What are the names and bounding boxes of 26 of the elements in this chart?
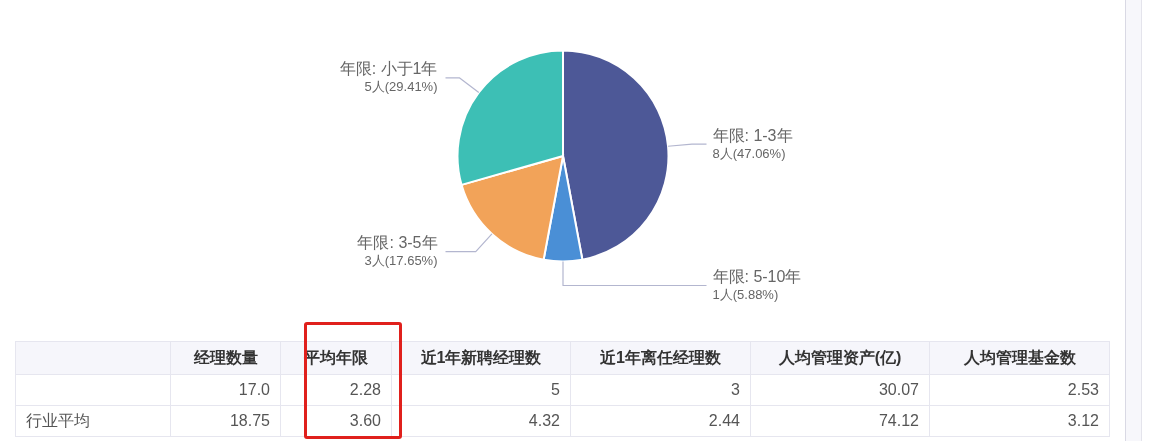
- text: 2.53: [1067, 381, 1099, 398]
- category-label: 行业平均: [26, 411, 90, 429]
- slice-label: 年限: 1-3年: [712, 126, 793, 144]
- text: 17.0: [238, 381, 270, 398]
- category-label: 近1年离任经理数: [570, 341, 751, 375]
- text: 5: [551, 381, 560, 398]
- category-label: 经理数量: [170, 341, 281, 375]
- slice-label: 年限: 3-5年: [357, 234, 438, 252]
- text: 74.12: [878, 412, 919, 429]
- text: 3.12: [1067, 412, 1099, 429]
- text: 3.60: [349, 412, 381, 429]
- text: 3: [731, 381, 740, 398]
- data-label: 8人(47.06%): [712, 145, 786, 161]
- text: 4.32: [528, 412, 560, 429]
- slice-label: 年限: 小于1年: [339, 60, 438, 78]
- slice-label: 年限: 5-10年: [712, 268, 802, 285]
- text: 18.75: [229, 412, 270, 429]
- category-label: 人均管理资产(亿): [750, 341, 930, 375]
- data-label: 3人(17.65%): [364, 253, 438, 269]
- category-label: 近1年新聘经理数: [391, 341, 571, 375]
- data-label: 1人(5.88%): [712, 287, 779, 302]
- text: 2.44: [708, 412, 740, 429]
- data-label: 5人(29.41%): [364, 79, 438, 95]
- text: 30.07: [878, 381, 919, 398]
- category-label: 人均管理基金数: [929, 341, 1110, 375]
- text: 2.28: [349, 381, 381, 398]
